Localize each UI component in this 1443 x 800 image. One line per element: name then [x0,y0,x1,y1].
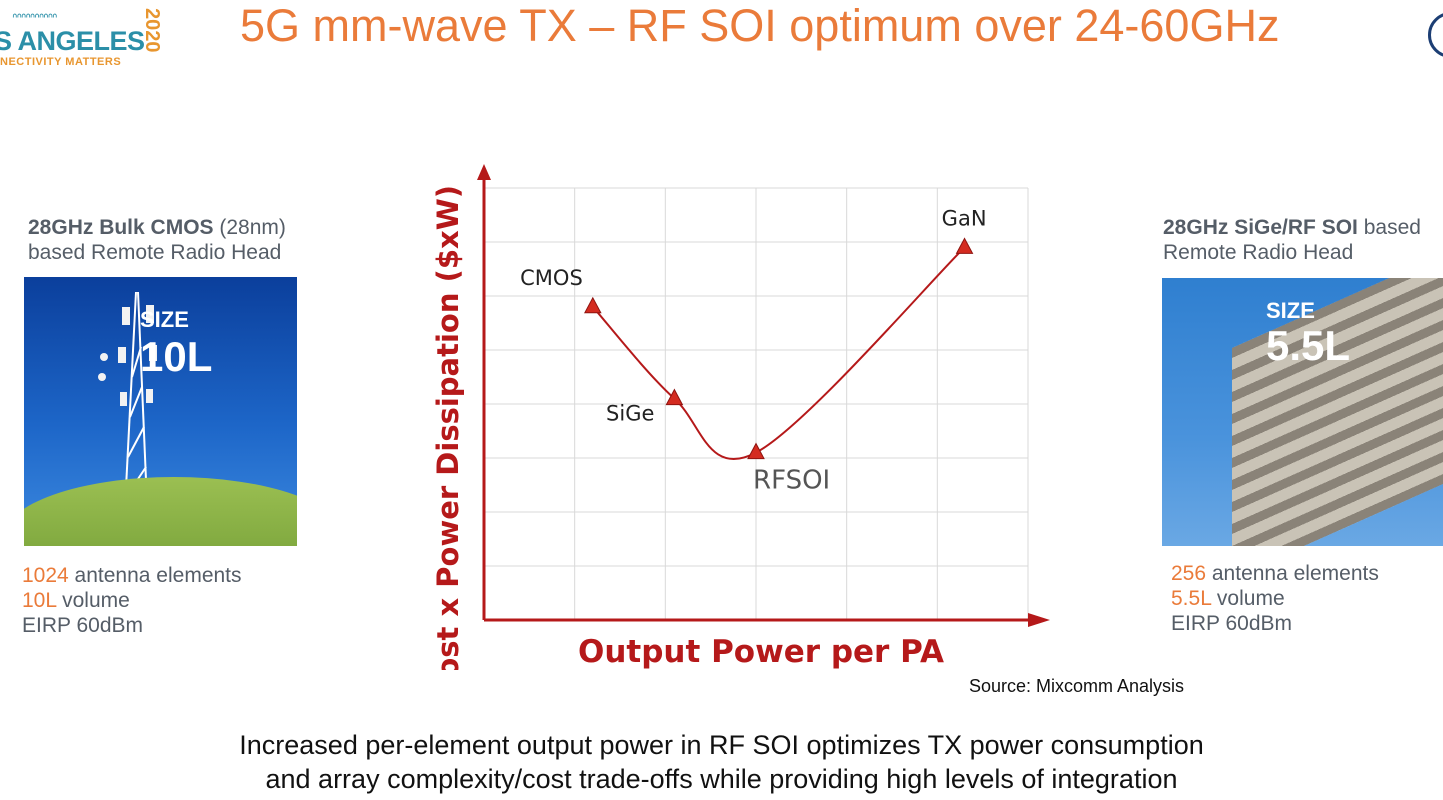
corner-logo-icon [1428,12,1443,58]
building-photo: SIZE 5.5L [1162,278,1443,546]
right-panel-heading: 28GHz SiGe/RF SOI based Remote Radio Hea… [1163,215,1421,265]
left-size-value: 10L [140,333,213,380]
left-panel-heading: 28GHz Bulk CMOS (28nm) based Remote Radi… [28,215,286,265]
x-axis-label: Output Power per PA [578,634,944,670]
right-size-label: SIZE [1266,298,1315,323]
data-point-cmos [583,296,602,314]
left-heading-line2: based Remote Radio Head [28,241,282,264]
y-axis-label: Cost x Power Dissipation ($xW) [431,185,465,670]
grass-hill [24,477,297,546]
series-line [592,246,966,460]
left-stats: 1024 antenna elements 10L volume EIRP 60… [22,563,242,638]
data-point-gan [955,237,974,254]
right-heading-rest: based [1357,216,1421,239]
data-label-gan: GaN [942,206,987,230]
data-label-sige: SiGe [606,402,654,426]
conclusion-line-2: and array complexity/cost trade-offs whi… [265,764,1178,794]
source-note: Source: Mixcomm Analysis [969,676,1185,696]
right-stats: 256 antenna elements 5.5L volume EIRP 60… [1171,561,1379,636]
cost-power-chart: CMOS SiGe RFSOI GaN Output Power per PA Cos… [431,164,1050,670]
chart-markers: CMOS SiGe RFSOI GaN [520,206,986,495]
logo-waves: ᐢᐢᐢᐢᐢᐢᐢᐢᐢᐢ [12,10,57,26]
left-stat-row: EIRP 60dBm [22,614,144,637]
data-point-rfsoi [747,442,765,460]
x-axis-arrow-icon [1028,613,1050,627]
left-heading-bold: 28GHz Bulk CMOS [28,216,214,239]
y-axis-arrow-icon [477,164,491,180]
chart-grid [484,187,1029,620]
right-stat-row: 5.5L volume [1171,587,1285,610]
left-size-label: SIZE [140,307,189,332]
logo-tagline: NECTIVITY MATTERS [0,56,122,68]
logo-city: S ANGELES [0,26,145,56]
chart-series [592,246,966,460]
conclusion-text: Increased per-element output power in RF… [0,728,1443,796]
conclusion-line-1: Increased per-element output power in RF… [239,730,1204,760]
data-label-cmos: CMOS [520,266,583,290]
chart-axes [477,164,1050,627]
apartment-building [1232,278,1443,546]
cell-tower-photo: SIZE 10L [24,277,297,546]
left-stat-row: 1024 antenna elements [22,564,242,587]
right-stat-row: 256 antenna elements [1171,562,1379,585]
logo-year: 2020 [141,8,163,53]
slide-title: 5G mm-wave TX – RF SOI optimum over 24-6… [240,0,1280,51]
data-label-rfsoi: RFSOI [753,466,830,496]
right-size-value: 5.5L [1266,322,1351,369]
data-point-sige [665,388,684,406]
left-heading-rest: (28nm) [213,216,286,239]
right-heading-bold: 28GHz SiGe/RF SOI [1163,216,1358,239]
right-heading-line2: Remote Radio Head [1163,241,1354,264]
conference-logo: ᐢᐢᐢᐢᐢᐢᐢᐢᐢᐢ S ANGELES NECTIVITY MATTERS 2… [0,0,170,72]
left-stat-row: 10L volume [22,589,130,612]
right-stat-row: EIRP 60dBm [1171,612,1293,635]
